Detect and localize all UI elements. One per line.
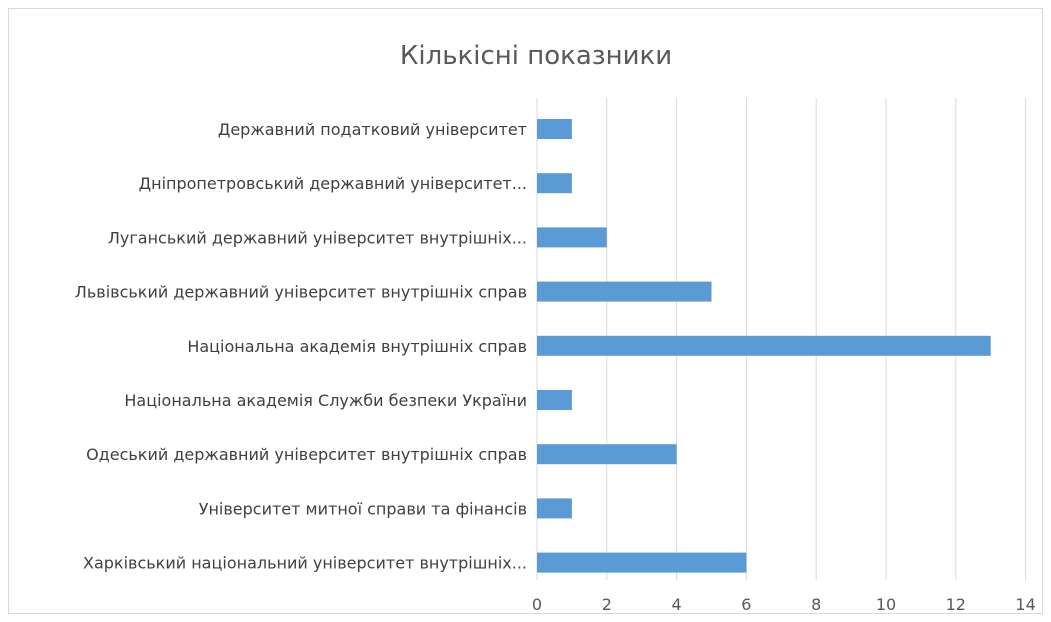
- category-label: Дніпропетровський державний університет.…: [139, 174, 527, 193]
- category-label: Луганський державний університет внутріш…: [108, 228, 527, 247]
- x-tick-label: 12: [946, 595, 966, 614]
- x-tick-label: 4: [672, 595, 682, 614]
- bar: [537, 335, 991, 356]
- bar: [537, 498, 572, 519]
- x-tick-label: 2: [602, 595, 612, 614]
- bar: [537, 119, 572, 139]
- bar: [537, 281, 712, 302]
- bar: [537, 390, 572, 410]
- category-label: Національна академія Служби безпеки Укра…: [124, 391, 527, 410]
- x-tick-label: 0: [532, 595, 542, 614]
- category-label: Одеський державний університет внутрішні…: [86, 445, 527, 464]
- chart-title: Кількісні показники: [400, 41, 672, 71]
- category-label: Харківський національний університет вну…: [83, 554, 527, 573]
- bar: [537, 444, 677, 465]
- x-tick-label: 14: [1015, 595, 1035, 614]
- x-tick-label: 6: [741, 595, 751, 614]
- category-label: Національна академія внутрішніх справ: [187, 337, 527, 356]
- category-label: Львівський державний університет внутріш…: [75, 283, 527, 302]
- category-label: Державний податковий університет: [218, 120, 527, 139]
- bar: [537, 552, 747, 573]
- bar: [537, 227, 607, 248]
- chart-frame: [8, 8, 1043, 614]
- category-label: Університет митної справи та фінансів: [199, 499, 527, 518]
- bar: [537, 173, 572, 194]
- x-tick-label: 10: [876, 595, 896, 614]
- x-tick-label: 8: [811, 595, 821, 614]
